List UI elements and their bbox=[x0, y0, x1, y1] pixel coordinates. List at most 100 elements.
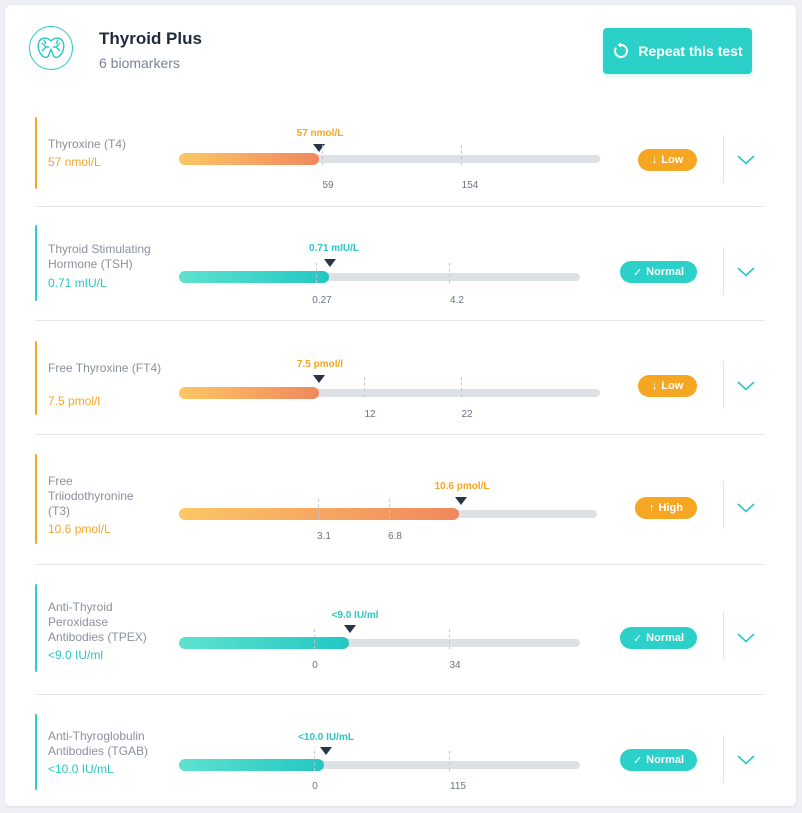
range-tick bbox=[322, 145, 323, 165]
check-icon: ✓ bbox=[632, 266, 643, 279]
range-tick-label: 4.2 bbox=[450, 295, 464, 306]
biomarker-name: Free Thyroxine (FT4) bbox=[48, 361, 162, 375]
status-badge: ✓ Normal bbox=[620, 261, 697, 283]
repeat-test-label: Repeat this test bbox=[638, 43, 743, 59]
range-tick bbox=[314, 751, 315, 771]
result-fill bbox=[179, 637, 349, 649]
thyroid-icon bbox=[29, 26, 73, 70]
row-divider bbox=[723, 611, 724, 659]
biomarker-count: 6 biomarkers bbox=[99, 55, 180, 71]
range-tick-label: 0 bbox=[312, 781, 318, 792]
range-tick bbox=[314, 629, 315, 649]
result-fill bbox=[179, 153, 319, 165]
range-tick bbox=[449, 629, 450, 649]
status-badge: ✓ Normal bbox=[620, 749, 697, 771]
repeat-test-button[interactable]: Repeat this test bbox=[603, 28, 752, 74]
range-tick-label: 59 bbox=[322, 180, 334, 191]
biomarker-name: Free Triiodothyronine (T3) bbox=[48, 474, 134, 518]
result-marker bbox=[313, 375, 325, 383]
expand-chevron-icon[interactable] bbox=[736, 753, 756, 767]
result-marker bbox=[344, 625, 356, 633]
biomarker-value: 7.5 pmol/l bbox=[48, 394, 101, 408]
biomarker-name: Thyroid Stimulating Hormone (TSH) bbox=[48, 242, 151, 271]
expand-chevron-icon[interactable] bbox=[736, 379, 756, 393]
repeat-icon bbox=[614, 42, 629, 58]
range-tick bbox=[318, 499, 319, 519]
biomarker-name: Anti-Thyroglobulin Antibodies (TGAB) bbox=[48, 729, 149, 758]
range-tick-label: 0.27 bbox=[312, 295, 332, 306]
biomarker-row-t3: Free Triiodothyronine (T3) 10.6 pmol/L 1… bbox=[35, 435, 765, 565]
expand-chevron-icon[interactable] bbox=[736, 631, 756, 645]
test-title: Thyroid Plus bbox=[99, 29, 202, 48]
biomarker-value: <9.0 IU/ml bbox=[48, 648, 104, 662]
result-fill bbox=[179, 387, 319, 399]
biomarker-value: 10.6 pmol/L bbox=[48, 522, 111, 536]
biomarker-name: Thyroxine (T4) bbox=[48, 137, 127, 151]
test-header: Thyroid Plus 6 biomarkers Repeat this te… bbox=[5, 5, 796, 95]
result-fill bbox=[179, 508, 459, 520]
range-tick-label: 154 bbox=[461, 180, 479, 191]
status-accent bbox=[35, 454, 37, 544]
biomarker-row-ft4: Free Thyroxine (FT4) 7.5 pmol/l 7.5 pmol… bbox=[35, 321, 765, 435]
result-marker bbox=[455, 497, 467, 505]
range-tick bbox=[316, 263, 317, 283]
check-icon: ✓ bbox=[632, 632, 643, 645]
result-fill bbox=[179, 271, 329, 283]
range-tick-label: 6.8 bbox=[388, 531, 402, 542]
arrow-up-icon: ↑ bbox=[649, 502, 655, 514]
row-divider bbox=[723, 735, 724, 783]
range-tick bbox=[449, 751, 450, 771]
range-track bbox=[179, 761, 580, 769]
row-divider bbox=[723, 135, 724, 183]
result-marker bbox=[324, 259, 336, 267]
arrow-down-icon: ↓ bbox=[651, 154, 658, 166]
biomarker-value: 57 nmol/L bbox=[48, 155, 101, 169]
result-marker bbox=[320, 747, 332, 755]
status-accent bbox=[35, 225, 37, 301]
range-tick bbox=[389, 499, 390, 519]
result-marker-label: 10.6 pmol/L bbox=[434, 481, 490, 492]
biomarker-value: 0.71 mIU/L bbox=[48, 276, 107, 290]
range-tick-label: 3.1 bbox=[317, 531, 331, 542]
status-accent bbox=[35, 341, 37, 415]
expand-chevron-icon[interactable] bbox=[736, 501, 756, 515]
range-track bbox=[179, 273, 580, 281]
result-marker-label: 57 nmol/L bbox=[296, 128, 344, 139]
biomarker-row-tgab: Anti-Thyroglobulin Antibodies (TGAB) <10… bbox=[35, 695, 765, 801]
range-tick bbox=[461, 145, 462, 165]
biomarker-name: Anti-Thyroid Peroxidase Antibodies (TPEX… bbox=[48, 600, 147, 644]
row-divider bbox=[723, 361, 724, 409]
status-accent bbox=[35, 584, 37, 672]
expand-chevron-icon[interactable] bbox=[736, 153, 756, 167]
expand-chevron-icon[interactable] bbox=[736, 265, 756, 279]
result-marker-label: <10.0 IU/mL bbox=[298, 732, 354, 743]
status-badge: ↑ High bbox=[635, 497, 697, 519]
range-tick bbox=[449, 263, 450, 283]
result-marker-label: 7.5 pmol/l bbox=[296, 359, 344, 370]
range-track bbox=[179, 389, 600, 397]
result-marker-label: <9.0 IU/ml bbox=[331, 610, 379, 621]
status-accent bbox=[35, 714, 37, 790]
range-track bbox=[179, 639, 580, 647]
range-track bbox=[179, 155, 600, 163]
range-tick-label: 0 bbox=[312, 660, 318, 671]
biomarker-row-tpex: Anti-Thyroid Peroxidase Antibodies (TPEX… bbox=[35, 565, 765, 695]
status-badge: ↓ Low bbox=[638, 375, 697, 397]
result-marker-label: 0.71 mIU/L bbox=[308, 243, 360, 254]
range-tick bbox=[364, 377, 365, 397]
status-accent bbox=[35, 117, 37, 189]
row-divider bbox=[723, 481, 724, 529]
biomarker-value: <10.0 IU/mL bbox=[48, 762, 114, 776]
check-icon: ✓ bbox=[632, 754, 643, 767]
result-marker bbox=[313, 144, 325, 152]
range-tick-label: 34 bbox=[449, 660, 461, 671]
range-tick-label: 115 bbox=[450, 781, 466, 792]
range-tick-label: 22 bbox=[461, 409, 473, 420]
row-divider bbox=[723, 247, 724, 295]
status-badge: ↓ Low bbox=[638, 149, 697, 171]
status-badge: ✓ Normal bbox=[620, 627, 697, 649]
biomarker-row-t4: Thyroxine (T4) 57 nmol/L 57 nmol/L 59 15… bbox=[35, 107, 765, 207]
range-tick-label: 12 bbox=[364, 409, 376, 420]
arrow-down-icon: ↓ bbox=[651, 380, 658, 392]
biomarker-row-tsh: Thyroid Stimulating Hormone (TSH) 0.71 m… bbox=[35, 207, 765, 321]
